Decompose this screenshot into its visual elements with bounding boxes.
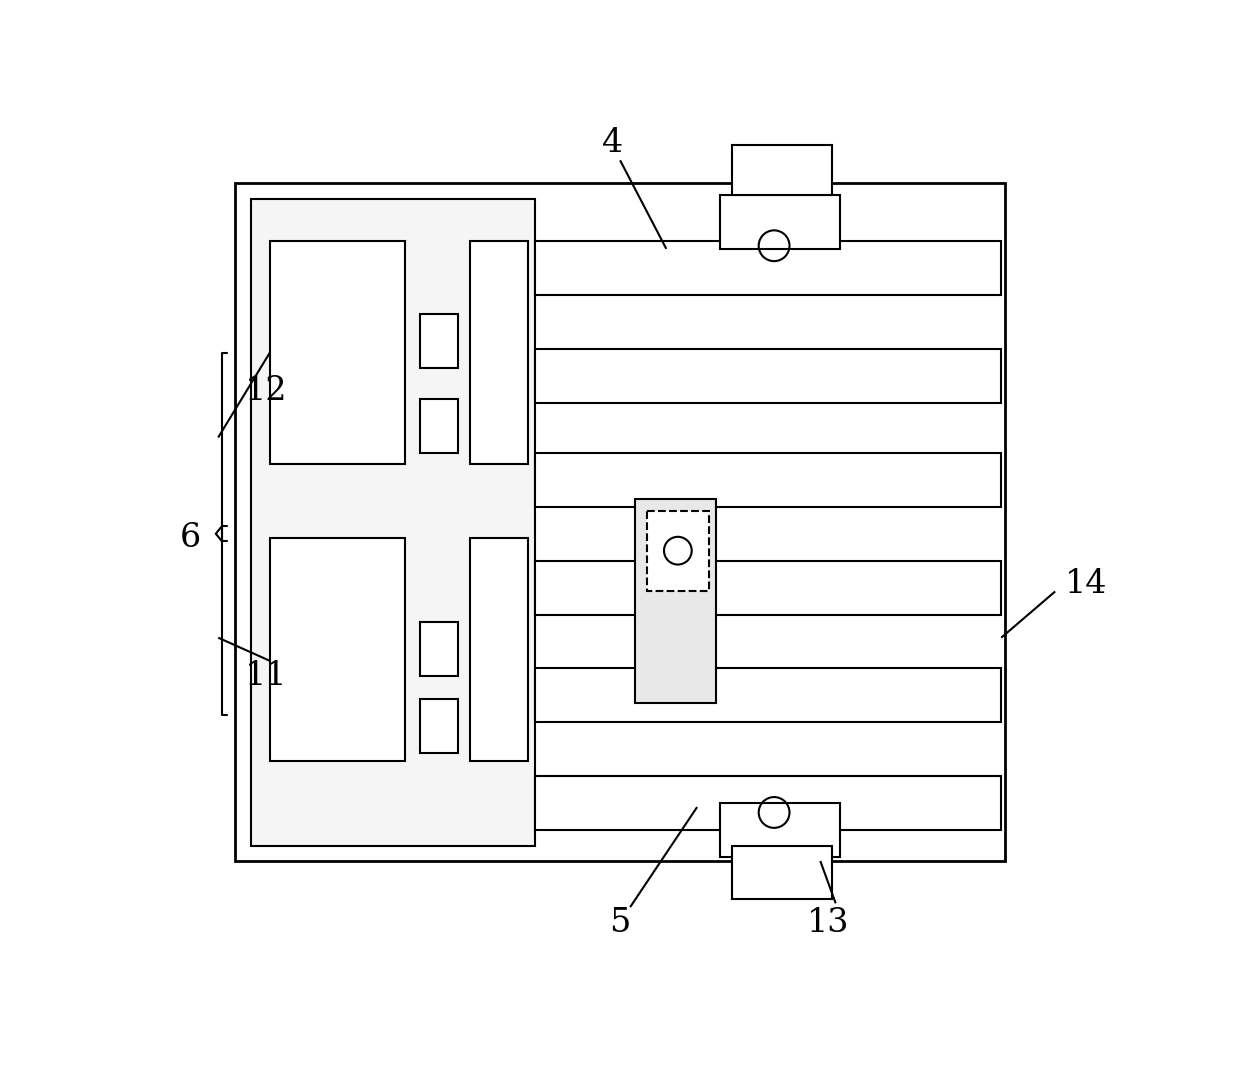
Bar bbox=[732, 846, 832, 900]
Bar bbox=[536, 453, 1001, 507]
Text: 12: 12 bbox=[244, 375, 288, 407]
Bar bbox=[536, 561, 1001, 615]
Bar bbox=[270, 241, 404, 464]
Bar bbox=[270, 537, 404, 761]
Bar bbox=[420, 699, 459, 753]
Bar bbox=[420, 314, 459, 368]
Bar bbox=[536, 349, 1001, 402]
Text: 11: 11 bbox=[244, 660, 288, 693]
Bar bbox=[236, 183, 1006, 861]
Text: 4: 4 bbox=[601, 127, 622, 160]
Bar bbox=[732, 145, 832, 195]
Bar bbox=[635, 500, 717, 704]
Text: 6: 6 bbox=[180, 521, 201, 554]
Bar bbox=[420, 399, 459, 453]
Bar bbox=[647, 510, 708, 591]
Text: 5: 5 bbox=[609, 906, 631, 939]
Bar bbox=[720, 195, 839, 249]
Bar bbox=[536, 241, 1001, 295]
Text: 13: 13 bbox=[807, 906, 849, 939]
Bar bbox=[536, 669, 1001, 722]
Bar bbox=[536, 776, 1001, 830]
Bar bbox=[470, 537, 528, 761]
Text: 14: 14 bbox=[1065, 568, 1107, 600]
Bar bbox=[420, 623, 459, 677]
Bar bbox=[720, 803, 839, 857]
Bar bbox=[250, 199, 536, 846]
Bar bbox=[470, 241, 528, 464]
